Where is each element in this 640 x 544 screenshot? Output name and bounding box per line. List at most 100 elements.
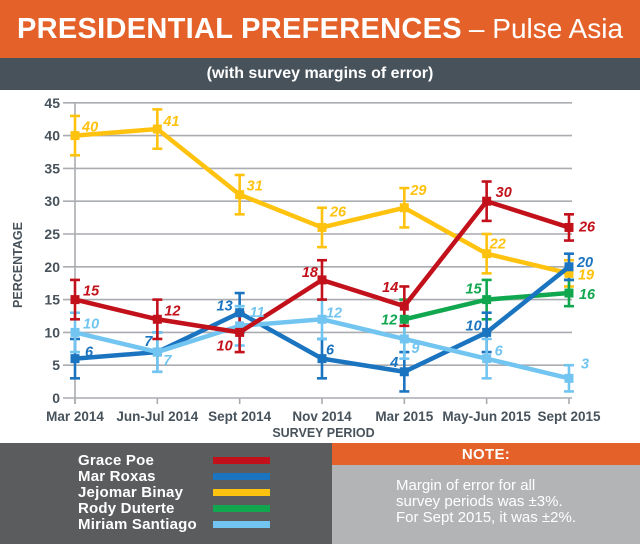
data-label: 13 (217, 299, 233, 315)
y-tick-label: 20 (44, 259, 60, 275)
note-text: Margin of error for all survey periods wa… (396, 478, 576, 526)
x-tick-label: Jun-Jul 2014 (116, 409, 198, 424)
legend-label: Miriam Santiago (78, 515, 197, 533)
data-label: 31 (247, 179, 263, 195)
data-point (70, 131, 80, 141)
data-label: 7 (144, 334, 153, 350)
y-tick-label: 40 (44, 128, 60, 144)
y-tick-label: 45 (44, 95, 60, 111)
data-point (235, 308, 245, 318)
data-label: 15 (466, 282, 483, 298)
data-point (399, 314, 409, 324)
page-title: PRESIDENTIAL PREFERENCES – Pulse Asia (17, 13, 623, 46)
header-banner: PRESIDENTIAL PREFERENCES – Pulse Asia (0, 0, 640, 58)
y-tick-label: 5 (52, 357, 60, 373)
preferences-line-chart: 0 5 10 15 20 25 30 35 40 45 Mar 2014 Jun-Jul 2014 Se… (11, 95, 601, 440)
data-point (235, 190, 245, 200)
subtitle-text: (with survey margins of error) (206, 65, 434, 82)
legend-label: Mar Roxas (78, 467, 156, 485)
data-point (317, 275, 327, 285)
data-label: 10 (217, 338, 233, 354)
data-point (152, 347, 162, 357)
data-label: 41 (162, 114, 179, 130)
data-label: 10 (466, 318, 482, 334)
data-label: 6 (85, 345, 94, 361)
data-point (70, 354, 80, 364)
data-label: 26 (329, 204, 347, 220)
data-point (482, 249, 492, 259)
data-label: 6 (495, 344, 504, 360)
note-body: Margin of error for all survey periods wa… (332, 465, 640, 544)
y-tick-label: 0 (52, 390, 60, 406)
x-tick-label: Nov 2014 (292, 409, 352, 424)
data-point (399, 367, 409, 377)
data-point (317, 354, 327, 364)
legend-swatch (213, 472, 270, 480)
data-label: 26 (578, 219, 596, 235)
legend-row: Grace Poe (0, 451, 332, 469)
data-point (482, 295, 492, 305)
legend-swatch (213, 488, 270, 496)
page-title-source: – Pulse Asia (468, 12, 624, 44)
x-tick-label: Mar 2014 (46, 409, 104, 424)
data-label: 16 (579, 287, 596, 303)
data-point (564, 262, 574, 272)
data-point (564, 373, 574, 383)
data-label: 30 (496, 185, 512, 201)
note-panel: NOTE: Margin of error for all survey peri… (332, 443, 640, 544)
data-point (317, 314, 327, 324)
data-point (70, 327, 80, 337)
y-tick-label: 10 (44, 324, 60, 340)
data-point (482, 354, 492, 364)
chart-area: 0 5 10 15 20 25 30 35 40 45 Mar 2014 Jun-Jul 2014 Se… (0, 90, 640, 443)
data-label: 40 (81, 120, 98, 136)
data-point (152, 124, 162, 134)
legend: Grace Poe Mar Roxas Jejomar Binay Rody Dute… (0, 443, 332, 544)
y-axis-title: PERCENTAGE (11, 222, 25, 308)
x-tick-label: May-Jun 2015 (442, 409, 531, 424)
footer: Grace Poe Mar Roxas Jejomar Binay Rody Dute… (0, 443, 640, 544)
legend-row: Mar Roxas (0, 467, 332, 485)
data-point (399, 203, 409, 213)
data-label: 3 (581, 356, 589, 372)
y-tick-label: 30 (44, 193, 60, 209)
data-label: 7 (163, 353, 172, 369)
legend-row: Jejomar Binay (0, 483, 332, 501)
note-line: survey periods was ±3%. (396, 493, 563, 510)
legend-row: Rody Duterte (0, 499, 332, 517)
data-point (399, 334, 409, 344)
data-label: 10 (83, 316, 99, 332)
data-label: 4 (389, 355, 398, 371)
data-label: 20 (576, 255, 593, 271)
data-label: 6 (326, 343, 335, 359)
data-point (564, 222, 574, 232)
legend-label: Rody Duterte (78, 499, 175, 517)
page-title-main: PRESIDENTIAL PREFERENCES (16, 12, 462, 45)
note-header: NOTE: (332, 443, 640, 465)
legend-swatch (213, 456, 270, 464)
y-tick-label: 25 (44, 226, 60, 242)
data-label: 11 (250, 305, 265, 321)
data-point (235, 321, 245, 331)
note-line: Margin of error for all (396, 477, 536, 494)
data-label: 29 (409, 183, 426, 199)
data-label: 12 (381, 312, 397, 328)
legend-label: Grace Poe (78, 451, 155, 469)
data-point (482, 327, 492, 337)
data-label: 14 (382, 280, 398, 296)
data-point (399, 301, 409, 311)
data-label: 22 (489, 237, 506, 253)
note-line: For Sept 2015, it was ±2%. (396, 509, 576, 526)
x-tick-label: Mar 2015 (375, 409, 433, 424)
data-label: 15 (83, 284, 100, 300)
data-label: 19 (578, 267, 594, 283)
x-tick-label: Sept 2015 (537, 409, 601, 424)
data-point (235, 327, 245, 337)
legend-label: Jejomar Binay (78, 483, 184, 501)
data-label: 18 (302, 265, 319, 281)
note-title: NOTE: (461, 445, 511, 463)
x-axis-title: SURVEY PERIOD (272, 426, 374, 440)
data-point (564, 268, 574, 278)
data-point (70, 295, 80, 305)
data-point (482, 196, 492, 206)
